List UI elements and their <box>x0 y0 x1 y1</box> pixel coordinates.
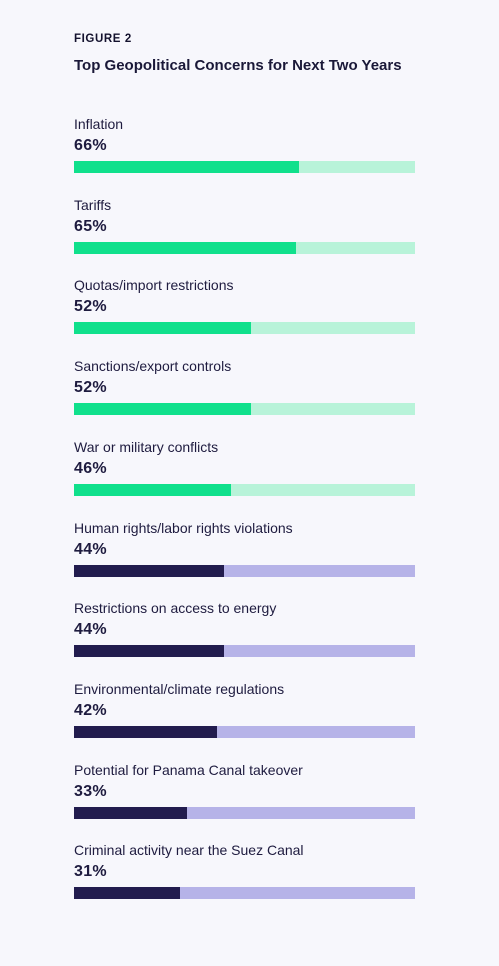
bar-value-label: 31% <box>74 863 107 881</box>
bar-item: Human rights/labor rights violations 44% <box>74 520 415 590</box>
bar-value-label: 44% <box>74 621 107 639</box>
bar-track <box>74 483 415 496</box>
bar-category-label: Quotas/import restrictions <box>74 277 234 294</box>
bar-fill <box>74 887 180 900</box>
bar-value-label: 52% <box>74 298 107 316</box>
bar-track <box>74 887 415 900</box>
bar-fill <box>74 564 225 577</box>
figure-label: FIGURE 2 <box>74 33 132 45</box>
bar-value-label: 65% <box>74 217 107 235</box>
bar-track <box>74 322 415 335</box>
bar-fill <box>74 725 218 738</box>
bar-track <box>74 161 415 173</box>
bar-track <box>74 725 415 738</box>
bar-track <box>74 403 415 416</box>
bar-value-label: 52% <box>74 379 107 397</box>
bar-fill <box>74 322 252 335</box>
bar-value-label: 33% <box>74 782 107 800</box>
bar-fill <box>74 806 187 819</box>
bar-item: Tariffs 65% <box>74 197 415 267</box>
bar-track <box>74 645 415 658</box>
bar-fill <box>74 483 231 496</box>
bar-fill <box>74 645 225 658</box>
bar-item: Environmental/climate regulations 42% <box>74 681 415 751</box>
bar-category-label: Potential for Panama Canal takeover <box>74 761 303 778</box>
bar-category-label: Sanctions/export controls <box>74 358 232 375</box>
bar-track <box>74 806 415 819</box>
bar-fill <box>74 161 300 173</box>
bar-value-label: 66% <box>74 137 107 154</box>
bar-track <box>74 241 415 254</box>
bar-item: Potential for Panama Canal takeover 33% <box>74 762 415 832</box>
bar-category-label: Inflation <box>74 116 124 132</box>
bar-track <box>74 564 415 577</box>
bar-item: Inflation 66% <box>74 116 415 186</box>
bar-category-label: Human rights/labor rights violations <box>74 519 293 536</box>
bar-item: Criminal activity near the Suez Canal 31% <box>74 842 415 912</box>
bar-fill <box>74 241 296 254</box>
bar-fill <box>74 403 252 416</box>
bar-category-label: Criminal activity near the Suez Canal <box>74 842 304 859</box>
bar-value-label: 42% <box>74 701 107 719</box>
bar-category-label: Environmental/climate regulations <box>74 680 285 697</box>
bar-item: Sanctions/export controls 52% <box>74 358 415 428</box>
bar-category-label: War or military conflicts <box>74 438 219 455</box>
bar-item: Restrictions on access to energy 44% <box>74 600 415 670</box>
bar-item: War or military conflicts 46% <box>74 439 415 509</box>
chart-title: Top Geopolitical Concerns for Next Two Y… <box>74 57 402 74</box>
bar-item: Quotas/import restrictions 52% <box>74 277 415 347</box>
bar-value-label: 46% <box>74 459 107 477</box>
bar-value-label: 44% <box>74 540 107 558</box>
bar-category-label: Restrictions on access to energy <box>74 600 277 617</box>
bar-category-label: Tariffs <box>74 196 112 213</box>
